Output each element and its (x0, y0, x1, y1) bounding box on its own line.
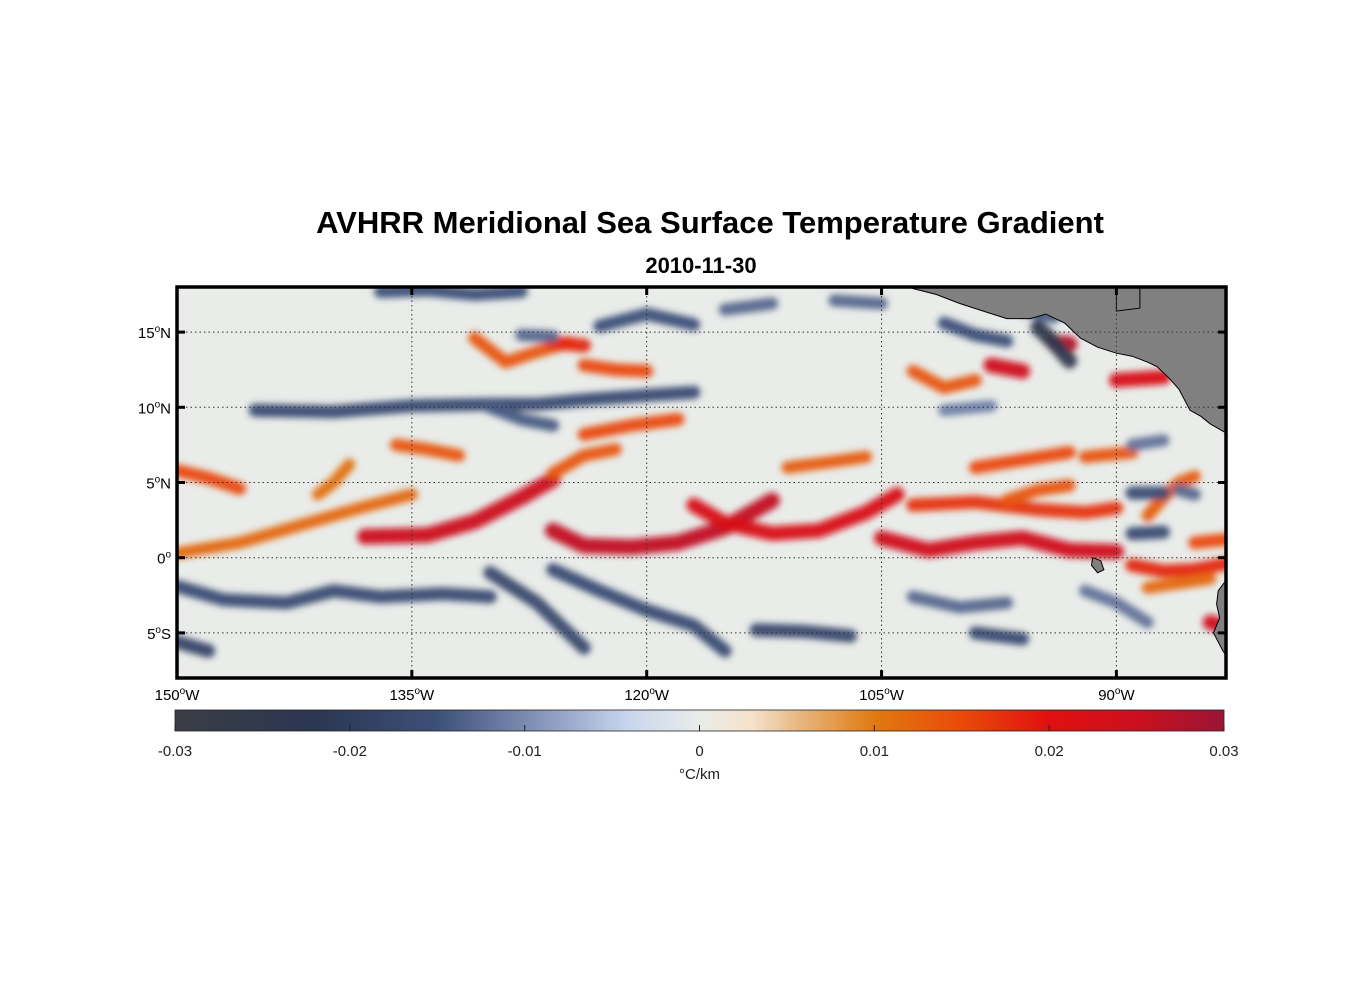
gradient-band (874, 530, 1124, 560)
colorbar-tick-label: 0.02 (1035, 743, 1064, 760)
gradient-band (1125, 556, 1226, 579)
gradient-band (177, 488, 418, 560)
gradient-band (983, 357, 1031, 379)
gradient-band (483, 566, 591, 655)
colorbar-tick-label: -0.01 (508, 743, 542, 760)
gradient-band (937, 316, 1014, 348)
lon-tick-label: 90oW (1098, 686, 1135, 704)
lon-tick-label: 120oW (624, 686, 670, 704)
gradient-band (177, 579, 497, 610)
gradient-band (577, 358, 654, 378)
gradient-band (577, 412, 685, 441)
gradient-band (311, 458, 356, 501)
lat-tick-label: 15oN (138, 324, 171, 342)
gradient-band (248, 385, 701, 419)
gradient-band (1188, 533, 1226, 550)
colorbar-tick-label: 0.03 (1209, 743, 1238, 760)
central-america-land (909, 287, 1226, 434)
gradient-bands (177, 287, 1226, 658)
gradient-band (1126, 434, 1170, 451)
gradient-band (177, 464, 247, 495)
colorbar-tick-label: 0.01 (860, 743, 889, 760)
gradient-band (1000, 479, 1076, 507)
map-axes: 15oN 10oN 5oN 0o 5oS 150oW 135oW 120oW 105oW 90oW (138, 285, 1228, 704)
lon-tick-label: 105oW (859, 686, 905, 704)
gradient-band (1172, 483, 1201, 501)
gradient-band (545, 335, 591, 353)
chart-subtitle: 2010-11-30 (645, 253, 757, 278)
gradient-band (483, 401, 560, 432)
galapagos-land (1090, 557, 1105, 574)
gradient-band (749, 623, 857, 643)
gradient-band (515, 328, 559, 343)
gradient-band (389, 438, 466, 462)
gradient-band (686, 487, 905, 541)
colorbar-tick-label: -0.03 (158, 743, 192, 760)
gradient-band (1141, 470, 1201, 522)
gradient-band (374, 287, 528, 301)
lon-tick-label: 135oW (389, 686, 435, 704)
gradient-band (969, 445, 1076, 474)
map-panel (177, 287, 1226, 678)
gradient-band (781, 450, 873, 474)
gradient-band (906, 364, 982, 395)
colorbar-units-label: °C/km (679, 766, 720, 783)
lat-tick-label: 5oS (147, 625, 171, 643)
lon-tick-label: 150oW (155, 686, 201, 704)
gradient-band (906, 495, 1124, 520)
lat-tick-label: 5oN (146, 475, 171, 493)
gradient-band (546, 563, 732, 658)
gradient-band (1109, 369, 1171, 388)
gradient-band (1125, 525, 1170, 541)
gradient-band (938, 399, 998, 417)
gradient-band (177, 635, 216, 658)
gradient-band (1030, 319, 1078, 369)
gradient-band (1078, 446, 1139, 464)
gradient-band (906, 590, 1013, 614)
colorbar: -0.03 -0.02 -0.01 0 0.01 0.02 0.03 °C/km (158, 709, 1239, 783)
gradient-band (1141, 572, 1217, 594)
gradient-band (968, 626, 1030, 646)
gradient-band (828, 294, 888, 310)
gradient-band (718, 297, 779, 316)
colorbar-tick-label: -0.02 (333, 743, 367, 760)
gradient-band (546, 443, 622, 480)
chart-title: AVHRR Meridional Sea Surface Temperature… (316, 205, 1104, 240)
lat-tick-label: 10oN (138, 399, 171, 417)
lat-tick-label: 0o (157, 550, 171, 568)
gradient-band (357, 471, 561, 545)
colorbar-tick-label: 0 (695, 743, 703, 760)
